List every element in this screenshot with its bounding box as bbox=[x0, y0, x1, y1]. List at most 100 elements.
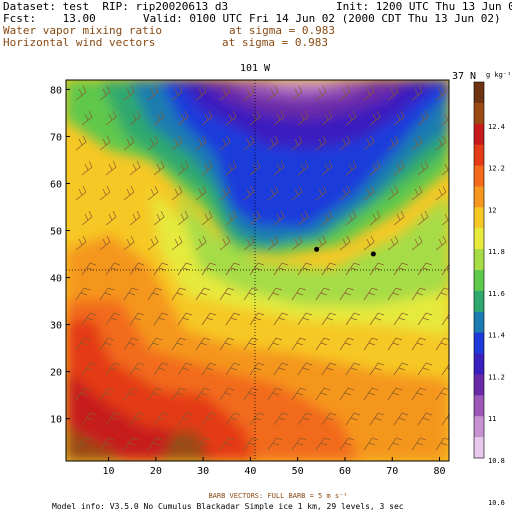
y-tick-label: 60 bbox=[50, 179, 62, 190]
y-tick-label: 80 bbox=[50, 85, 62, 96]
wind-barb bbox=[363, 387, 379, 401]
wind-barb bbox=[105, 362, 121, 376]
wind-barb bbox=[75, 337, 91, 351]
wind-barb bbox=[147, 337, 163, 351]
wind-barb bbox=[123, 185, 135, 201]
wind-barb bbox=[123, 235, 135, 251]
wind-barb bbox=[339, 235, 351, 251]
wind-barb bbox=[243, 185, 255, 201]
wind-barb bbox=[321, 160, 333, 176]
wind-barbs bbox=[75, 85, 449, 451]
wind-barb bbox=[201, 160, 213, 176]
wind-barb bbox=[129, 210, 141, 226]
wind-barb bbox=[411, 135, 423, 151]
wind-barb bbox=[153, 362, 169, 376]
forecast-hour: Fcst: 13.00 bbox=[3, 12, 96, 25]
wind-barb bbox=[411, 85, 423, 101]
y-tick-label: 70 bbox=[50, 132, 62, 143]
parallel-label: 37 N bbox=[452, 71, 476, 82]
wind-barb bbox=[435, 235, 447, 251]
field2-name: Horizontal wind vectors bbox=[3, 36, 156, 49]
wind-barb bbox=[441, 363, 449, 376]
wind-barb bbox=[387, 337, 403, 351]
wind-barb bbox=[171, 235, 183, 251]
station-marker bbox=[370, 251, 376, 257]
wind-barb bbox=[441, 161, 449, 176]
wind-barb bbox=[195, 185, 207, 201]
wind-barb bbox=[435, 437, 449, 451]
wind-barb bbox=[177, 362, 193, 376]
wind-barb bbox=[195, 337, 211, 351]
wind-barb bbox=[297, 160, 309, 176]
wind-barb bbox=[201, 210, 213, 226]
wind-barb bbox=[417, 262, 433, 276]
wind-barb bbox=[153, 262, 169, 276]
colorbar-swatch bbox=[474, 332, 484, 355]
colorbar-swatch bbox=[474, 228, 484, 250]
wind-barb bbox=[267, 85, 279, 101]
colorbar-tick-label: 12.2 bbox=[488, 165, 505, 173]
wind-barb bbox=[393, 412, 409, 426]
wind-barb bbox=[393, 160, 405, 176]
wind-barb bbox=[441, 211, 449, 226]
wind-barb bbox=[75, 235, 87, 251]
wind-barb bbox=[153, 110, 165, 126]
wind-barb bbox=[411, 287, 427, 301]
wind-barb bbox=[99, 287, 115, 301]
y-tick-label: 10 bbox=[50, 415, 62, 426]
wind-barb bbox=[393, 110, 405, 126]
wind-barb bbox=[99, 85, 111, 101]
wind-barb bbox=[387, 437, 403, 451]
wind-barb bbox=[219, 287, 235, 301]
wind-barb bbox=[219, 235, 231, 251]
wind-barb bbox=[387, 287, 403, 301]
wind-barb bbox=[123, 337, 139, 351]
wind-barb bbox=[147, 135, 159, 151]
wind-barb bbox=[291, 85, 303, 101]
dataset-line: Dataset: test RIP: rip20020613 d3 bbox=[3, 0, 229, 13]
wind-barb bbox=[249, 160, 261, 176]
wind-barb bbox=[315, 437, 331, 451]
wind-barb bbox=[417, 110, 429, 126]
wind-barb bbox=[123, 287, 139, 301]
wind-barb bbox=[123, 437, 139, 451]
wind-barb bbox=[363, 287, 379, 301]
wind-barb bbox=[315, 287, 331, 301]
colorbar: 12.4 12.2 12 11.8 11.6 11.4 11.2 11 10.8 10.6 bbox=[473, 81, 505, 507]
wind-barb bbox=[123, 85, 135, 101]
wind-barb bbox=[339, 387, 355, 401]
wind-barb bbox=[315, 185, 327, 201]
wind-barb bbox=[339, 437, 355, 451]
wind-barb bbox=[387, 387, 403, 401]
wind-barb bbox=[75, 135, 87, 151]
colorbar-swatch bbox=[474, 270, 484, 292]
colorbar-units: g kg⁻¹ bbox=[486, 71, 511, 79]
wind-barb bbox=[153, 412, 169, 426]
colorbar-swatch bbox=[474, 311, 484, 334]
wind-barb bbox=[273, 412, 289, 426]
wind-barb bbox=[249, 262, 265, 276]
colorbar-swatch bbox=[474, 144, 484, 167]
colorbar-tick-label: 11.2 bbox=[488, 373, 505, 381]
wind-barb bbox=[267, 337, 283, 351]
wind-barb bbox=[171, 337, 187, 351]
colorbar-swatch bbox=[474, 395, 484, 417]
wind-barb bbox=[243, 387, 259, 401]
wind-barb bbox=[249, 210, 261, 226]
wind-barb bbox=[99, 135, 111, 151]
wind-barb bbox=[345, 110, 357, 126]
axis-ticks: 10 20 30 40 50 60 70 80 10 20 30 40 50 60 70 80 bbox=[50, 85, 446, 477]
wind-barb bbox=[393, 312, 409, 326]
wind-barb bbox=[147, 85, 159, 101]
colorbar-swatch bbox=[474, 186, 484, 208]
wind-barb bbox=[315, 85, 327, 101]
wind-barb bbox=[105, 412, 121, 426]
wind-barb bbox=[411, 235, 423, 251]
wind-barb bbox=[435, 185, 447, 201]
colorbar-swatch bbox=[474, 374, 484, 396]
x-tick-label: 10 bbox=[103, 466, 115, 477]
colorbar-swatch bbox=[474, 290, 484, 313]
wind-barb bbox=[105, 210, 117, 226]
wind-barb bbox=[297, 412, 313, 426]
wind-barb bbox=[363, 337, 379, 351]
